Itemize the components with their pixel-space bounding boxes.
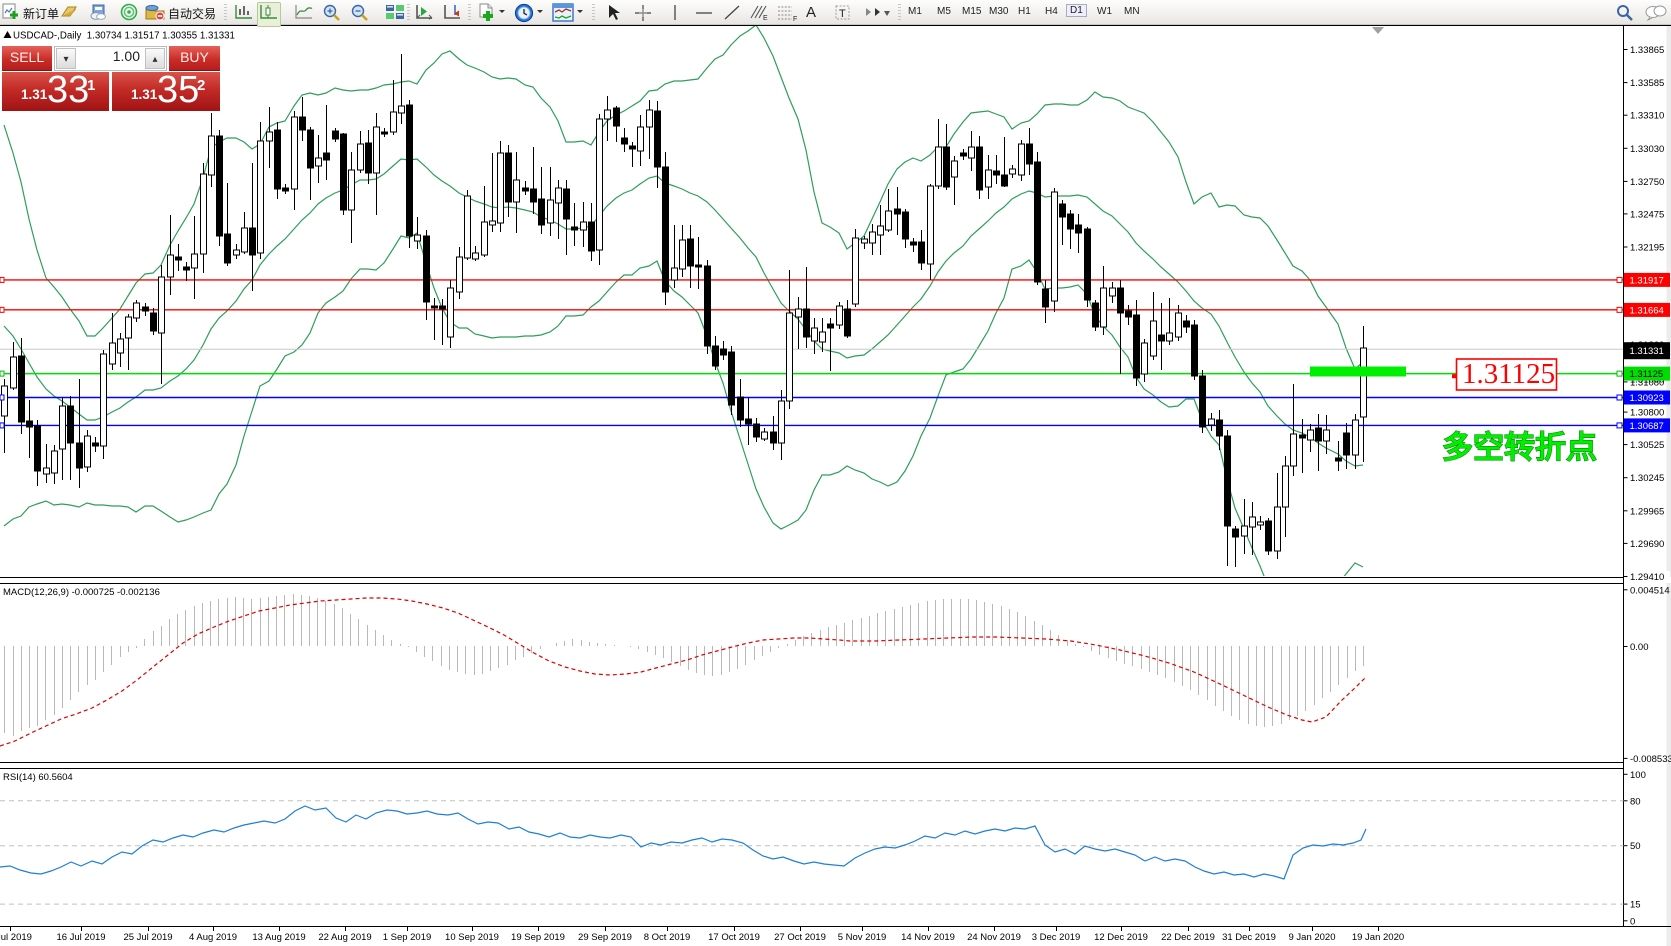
- svg-text:1.33585: 1.33585: [1630, 78, 1664, 89]
- svg-text:1.33310: 1.33310: [1630, 111, 1664, 122]
- svg-text:9 Jul 2019: 9 Jul 2019: [0, 932, 32, 943]
- svg-text:13 Aug 2019: 13 Aug 2019: [252, 932, 305, 943]
- svg-text:4 Aug 2019: 4 Aug 2019: [189, 932, 237, 943]
- svg-text:19 Jan 2020: 19 Jan 2020: [1352, 932, 1404, 943]
- svg-text:5 Nov 2019: 5 Nov 2019: [838, 932, 887, 943]
- svg-text:F: F: [793, 16, 797, 23]
- svg-text:1.30923: 1.30923: [1630, 393, 1664, 404]
- svg-text:3 Dec 2019: 3 Dec 2019: [1032, 932, 1081, 943]
- svg-text:1.29690: 1.29690: [1630, 539, 1664, 550]
- svg-text:17 Oct 2019: 17 Oct 2019: [708, 932, 760, 943]
- svg-text:22 Aug 2019: 22 Aug 2019: [318, 932, 371, 943]
- svg-text:1.29410: 1.29410: [1630, 572, 1664, 583]
- svg-text:MACD(12,26,9) -0.000725 -0.002: MACD(12,26,9) -0.000725 -0.002136: [3, 587, 160, 598]
- svg-text:1.30687: 1.30687: [1630, 421, 1664, 432]
- svg-text:E: E: [763, 15, 768, 22]
- svg-text:1.31331: 1.31331: [1630, 346, 1664, 357]
- svg-text:1.30245: 1.30245: [1630, 473, 1664, 484]
- svg-text:100: 100: [1630, 770, 1646, 781]
- svg-text:USDCAD-,Daily 1.30734 1.31517: USDCAD-,Daily 1.30734 1.31517 1.30355 1.…: [13, 31, 235, 42]
- svg-text:T: T: [839, 8, 846, 20]
- svg-text:1.30800: 1.30800: [1630, 408, 1664, 419]
- svg-text:0.00: 0.00: [1630, 642, 1649, 653]
- svg-text:1.33865: 1.33865: [1630, 45, 1664, 56]
- svg-text:0: 0: [1630, 916, 1635, 927]
- svg-text:14 Nov 2019: 14 Nov 2019: [901, 932, 955, 943]
- svg-text:50: 50: [1630, 841, 1641, 852]
- svg-text:22 Dec 2019: 22 Dec 2019: [1161, 932, 1215, 943]
- svg-text:0.004514: 0.004514: [1630, 585, 1670, 596]
- svg-text:1 Sep 2019: 1 Sep 2019: [383, 932, 432, 943]
- svg-text:10 Sep 2019: 10 Sep 2019: [445, 932, 499, 943]
- svg-text:1.31917: 1.31917: [1630, 275, 1664, 286]
- svg-text:8 Oct 2019: 8 Oct 2019: [644, 932, 690, 943]
- svg-text:16 Jul 2019: 16 Jul 2019: [56, 932, 105, 943]
- svg-text:29 Sep 2019: 29 Sep 2019: [578, 932, 632, 943]
- svg-text:1.32475: 1.32475: [1630, 209, 1664, 220]
- svg-text:27 Oct 2019: 27 Oct 2019: [774, 932, 826, 943]
- svg-text:9 Jan 2020: 9 Jan 2020: [1288, 932, 1335, 943]
- svg-text:1.32195: 1.32195: [1630, 243, 1664, 254]
- svg-text:-0.008533: -0.008533: [1630, 754, 1671, 765]
- svg-text:31 Dec 2019: 31 Dec 2019: [1222, 932, 1276, 943]
- svg-text:1.29965: 1.29965: [1630, 506, 1664, 517]
- svg-text:RSI(14) 60.5604: RSI(14) 60.5604: [3, 772, 73, 783]
- svg-text:1.31125: 1.31125: [1630, 369, 1664, 380]
- svg-text:1.30525: 1.30525: [1630, 440, 1664, 451]
- svg-text:1.33030: 1.33030: [1630, 144, 1664, 155]
- svg-text:24 Nov 2019: 24 Nov 2019: [967, 932, 1021, 943]
- svg-text:25 Jul 2019: 25 Jul 2019: [123, 932, 172, 943]
- svg-text:19 Sep 2019: 19 Sep 2019: [511, 932, 565, 943]
- svg-text:1.32750: 1.32750: [1630, 177, 1664, 188]
- svg-text:80: 80: [1630, 796, 1641, 807]
- svg-text:1.31125: 1.31125: [1462, 358, 1555, 390]
- svg-text:1.31664: 1.31664: [1630, 305, 1664, 316]
- svg-text:15: 15: [1630, 900, 1641, 911]
- svg-text:1.31080: 1.31080: [1630, 377, 1664, 388]
- svg-text:多空转折点: 多空转折点: [1442, 430, 1597, 465]
- svg-text:12 Dec 2019: 12 Dec 2019: [1094, 932, 1148, 943]
